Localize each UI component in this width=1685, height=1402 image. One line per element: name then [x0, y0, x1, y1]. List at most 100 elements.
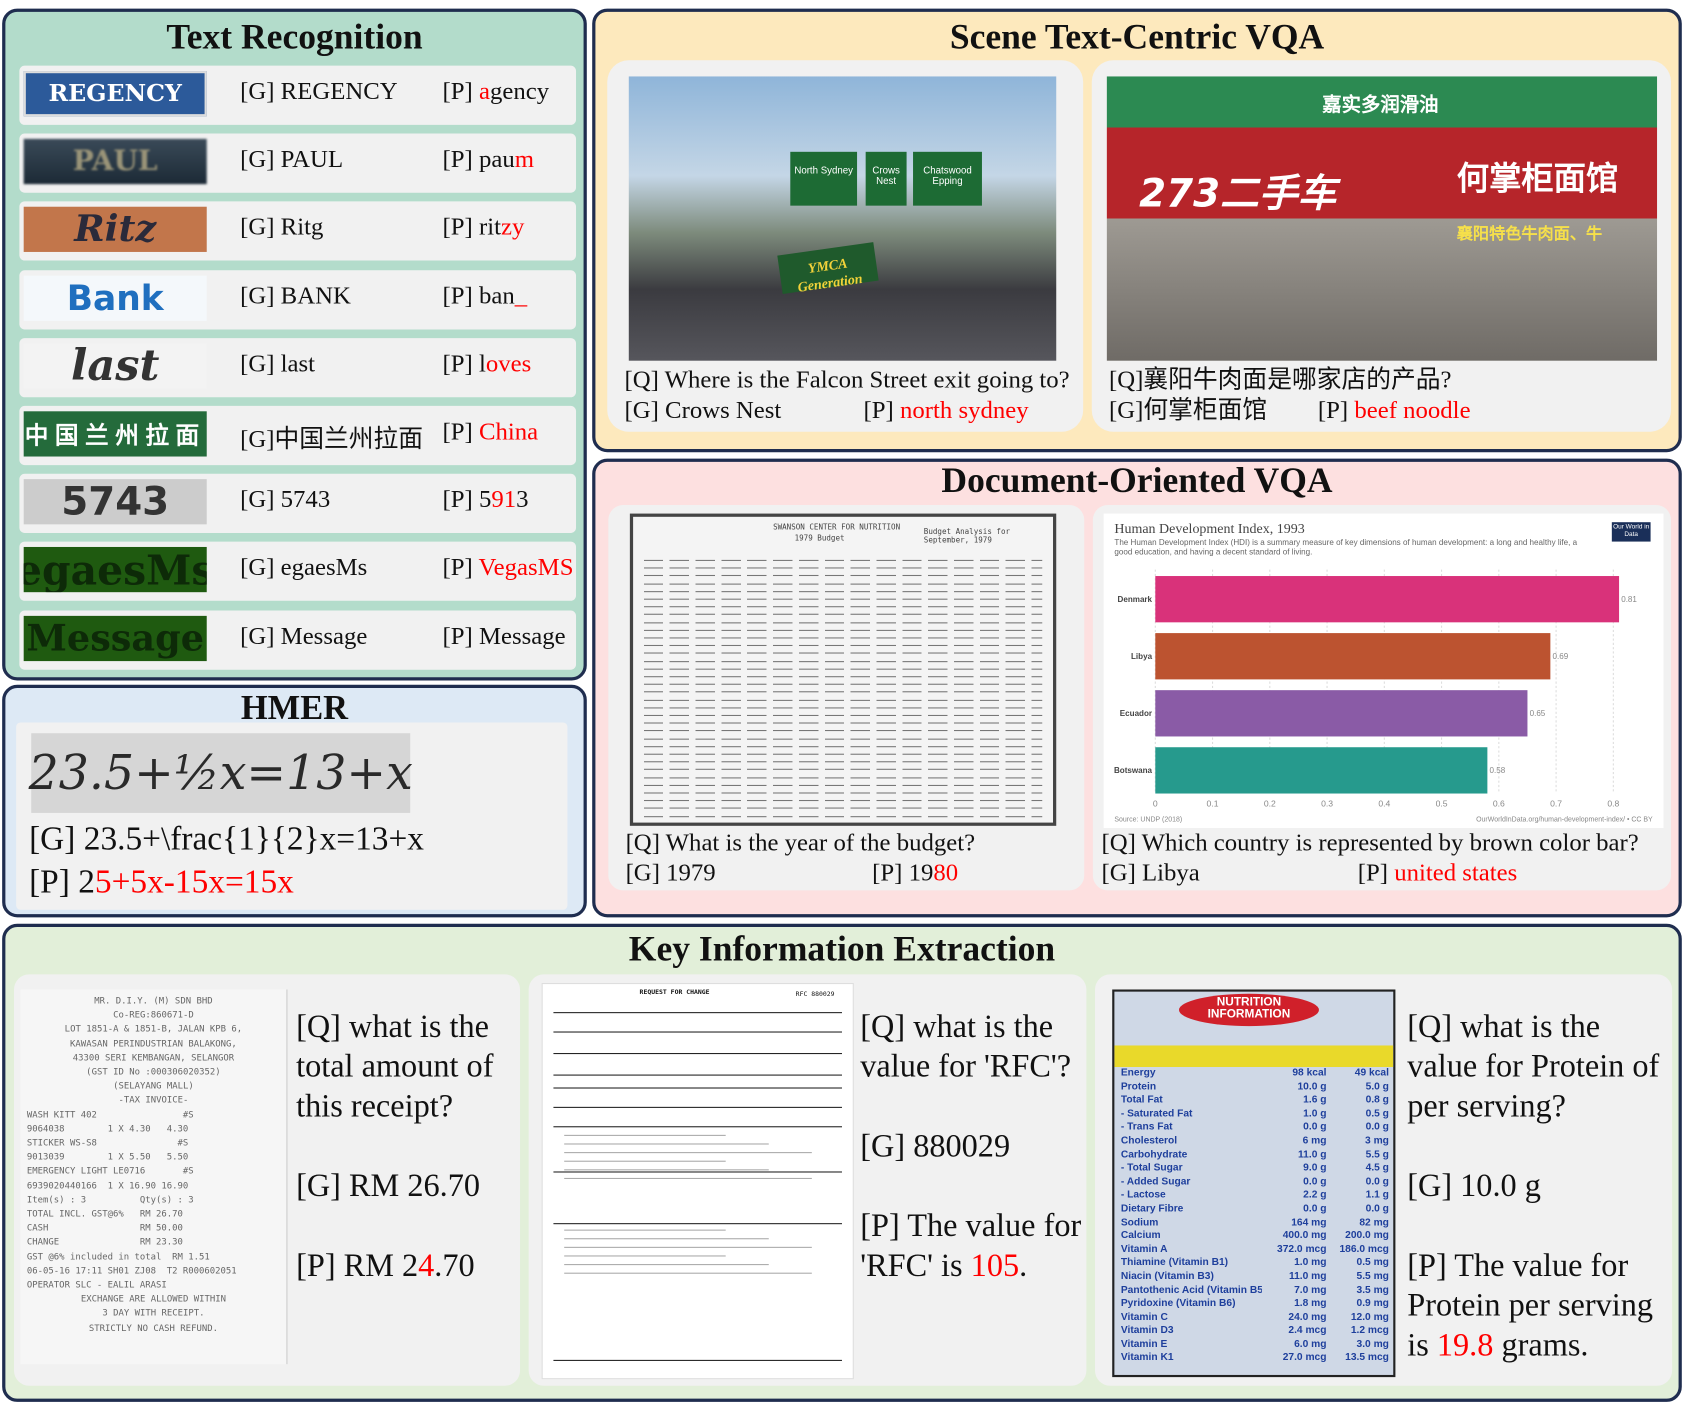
nutrient: Vitamin D3	[1120, 1324, 1174, 1337]
doc-text-line	[643, 784, 1043, 786]
form-rule	[553, 1106, 842, 1108]
correct-segment: ban	[478, 281, 515, 309]
value-label: 0.65	[1530, 709, 1546, 718]
nutrition-row: Total Fat 1.6 g 0.8 g	[1121, 1094, 1389, 1108]
per-serving: 98 kcal	[1292, 1067, 1327, 1079]
category-label: Denmark	[1118, 595, 1153, 604]
prediction-label: [P]	[442, 281, 479, 309]
word-image: egaesMs	[23, 547, 207, 593]
receipt-line: EMERGENCY LIGHT LE0716 #S	[26, 1165, 194, 1177]
storefront-photo: 嘉实多润滑油 273二手车 何掌柜面馆 襄阳特色牛肉面、牛	[1106, 76, 1658, 361]
ground-truth: [G] 5743	[240, 485, 331, 513]
receipt-line: EXCHANGE ARE ALLOWED WITHIN	[80, 1293, 227, 1305]
nutrient: Thiamine (Vitamin B1)	[1120, 1256, 1229, 1269]
nutrient: - Lactose	[1120, 1189, 1166, 1201]
question: [Q] what is the value for Protein of per…	[1407, 1008, 1660, 1125]
doc-text-line	[643, 769, 1043, 771]
receipt-line: 3 DAY WITH RECEIPT.	[102, 1307, 205, 1319]
x-tick-label: 0.8	[1607, 798, 1619, 808]
doc-text-line	[643, 761, 1043, 763]
nutrition-card: NUTRITION INFORMATION Energy 98 kcal 49 kc…	[1095, 974, 1673, 1386]
doc-text-line	[643, 652, 1043, 654]
nutrient: Calcium	[1120, 1229, 1161, 1242]
correct-segment: .	[1019, 1247, 1028, 1284]
form-text-line	[564, 1229, 726, 1231]
word-image: 5743	[23, 479, 207, 525]
correct-segment: 2	[78, 862, 95, 901]
form-card: REQUEST FOR CHANGE RFC 880029 [Q] what i…	[528, 974, 1087, 1386]
correct-segment: rit	[478, 213, 502, 241]
recognition-row: Message [G] Message [P] Message	[19, 610, 577, 670]
ground-truth: [G] REGENCY	[240, 77, 398, 105]
doc-text-line	[643, 676, 1043, 678]
per-serving: 2.2 g	[1303, 1189, 1327, 1201]
question: [Q] Which country is represented by brow…	[1101, 829, 1639, 856]
nutrient: Pantothenic Acid (Vitamin B5)	[1120, 1283, 1262, 1296]
nutrition-row: Thiamine (Vitamin B1) 1.0 mg 0.5 mg	[1121, 1257, 1389, 1271]
doc-text-line	[643, 668, 1043, 670]
correct-segment: 3	[516, 485, 529, 513]
doc-text-line	[643, 567, 1043, 569]
receipt-card: MR. D.I.Y. (M) SDN BHD Co-REG:860671-D LOT…	[13, 974, 521, 1386]
per-100ml: 4.5 g	[1365, 1161, 1389, 1174]
nutrition-row: Energy 98 kcal 49 kcal	[1121, 1067, 1389, 1081]
per-100ml: 82 mg	[1359, 1216, 1389, 1229]
error-segment: China	[478, 417, 539, 445]
receipt-image: MR. D.I.Y. (M) SDN BHD Co-REG:860671-D LOT…	[20, 989, 288, 1365]
nutrient: Protein	[1120, 1080, 1157, 1093]
per-serving: 0.0 g	[1303, 1175, 1327, 1188]
ground-truth: [G] 10.0 g	[1407, 1168, 1541, 1204]
nutrition-row: Vitamin C 24.0 mg 12.0 mg	[1121, 1311, 1389, 1325]
recognition-row: Ritz [G] Ritg [P] ritzy	[19, 201, 577, 261]
nutrition-row: - Lactose 2.2 g 1.1 g	[1121, 1189, 1389, 1203]
doc-text-line	[643, 753, 1043, 755]
ground-truth: [G] 23.5+\frac{1}{2}x=13+x	[29, 819, 424, 858]
nutrition-row: - Added Sugar 0.0 g 0.0 g	[1121, 1175, 1389, 1189]
bar-denmark	[1155, 576, 1620, 623]
store-sign: 何掌柜面馆	[1456, 160, 1619, 199]
nutrition-row: - Trans Fat 0.0 g 0.0 g	[1121, 1121, 1389, 1135]
correct-segment: [P] The value for Protein per serving is	[1407, 1247, 1654, 1364]
hmer-panel: HMER 23.5+½x=13+x [G] 23.5+\frac{1}{2}x=…	[2, 684, 587, 918]
per-serving: 372.0 mcg	[1277, 1243, 1327, 1256]
road-sign: North Sydney	[790, 151, 858, 206]
ground-truth: [G] Ritg	[240, 213, 324, 241]
prediction: [P] Message	[443, 622, 566, 650]
form-rfc: RFC 880029	[795, 990, 835, 999]
bar-botswana	[1155, 747, 1488, 794]
per-100ml: 49 kcal	[1354, 1067, 1389, 1079]
recognition-row: 中国兰州拉面 [G]中国兰州拉面 [P] China	[19, 405, 577, 466]
key-information-extraction-panel: Key Information Extraction MR. D.I.Y. (M…	[2, 923, 1682, 1402]
nutrition-label-image: NUTRITION INFORMATION Energy 98 kcal 49 kc…	[1112, 989, 1396, 1378]
question: [Q]襄阳牛肉面是哪家店的产品?	[1109, 366, 1452, 393]
x-tick-label: 0	[1153, 798, 1158, 808]
nutrient: Vitamin A	[1120, 1243, 1168, 1256]
prediction: [P] ban_	[443, 282, 528, 310]
form-rule	[553, 1012, 842, 1014]
prediction: [P] north sydney	[863, 396, 1029, 424]
correct-segment: l	[478, 349, 486, 377]
chart-subtitle: The Human Development Index (HDI) is a s…	[1114, 537, 1578, 557]
x-tick-label: 0.2	[1264, 798, 1276, 808]
prediction: [P] united states	[1357, 859, 1518, 887]
form-rule	[553, 1171, 842, 1173]
label-title: NUTRITION INFORMATION	[1178, 993, 1319, 1027]
prediction: [P] RM 24.70	[296, 1246, 475, 1286]
prediction: [P] paum	[443, 146, 535, 174]
form-text-line	[564, 1160, 726, 1162]
doc-text-line	[643, 598, 1043, 600]
word-image: Message	[23, 615, 207, 661]
ground-truth: [G]何掌柜面馆	[1109, 396, 1268, 424]
nutrition-row: Vitamin K1 27.0 mcg 13.5 mcg	[1121, 1352, 1389, 1366]
prediction: [P] loves	[443, 350, 532, 378]
nutrition-row: Vitamin D3 2.4 mcg 1.2 mcg	[1121, 1325, 1389, 1339]
panel-title: HMER	[240, 688, 349, 727]
per-serving: 27.0 mcg	[1282, 1351, 1327, 1364]
doc-text-line	[643, 660, 1043, 662]
doc-text-line	[643, 614, 1043, 616]
nutrition-row: Vitamin A 372.0 mcg 186.0 mcg	[1121, 1243, 1389, 1257]
road-sign: Crows Nest	[865, 151, 907, 206]
nutrition-row: Dietary Fibre 0.0 g 0.0 g	[1121, 1203, 1389, 1217]
receipt-line: Item(s) : 3 Qty(s) : 3	[26, 1193, 194, 1205]
correct-segment: 19	[908, 859, 934, 887]
